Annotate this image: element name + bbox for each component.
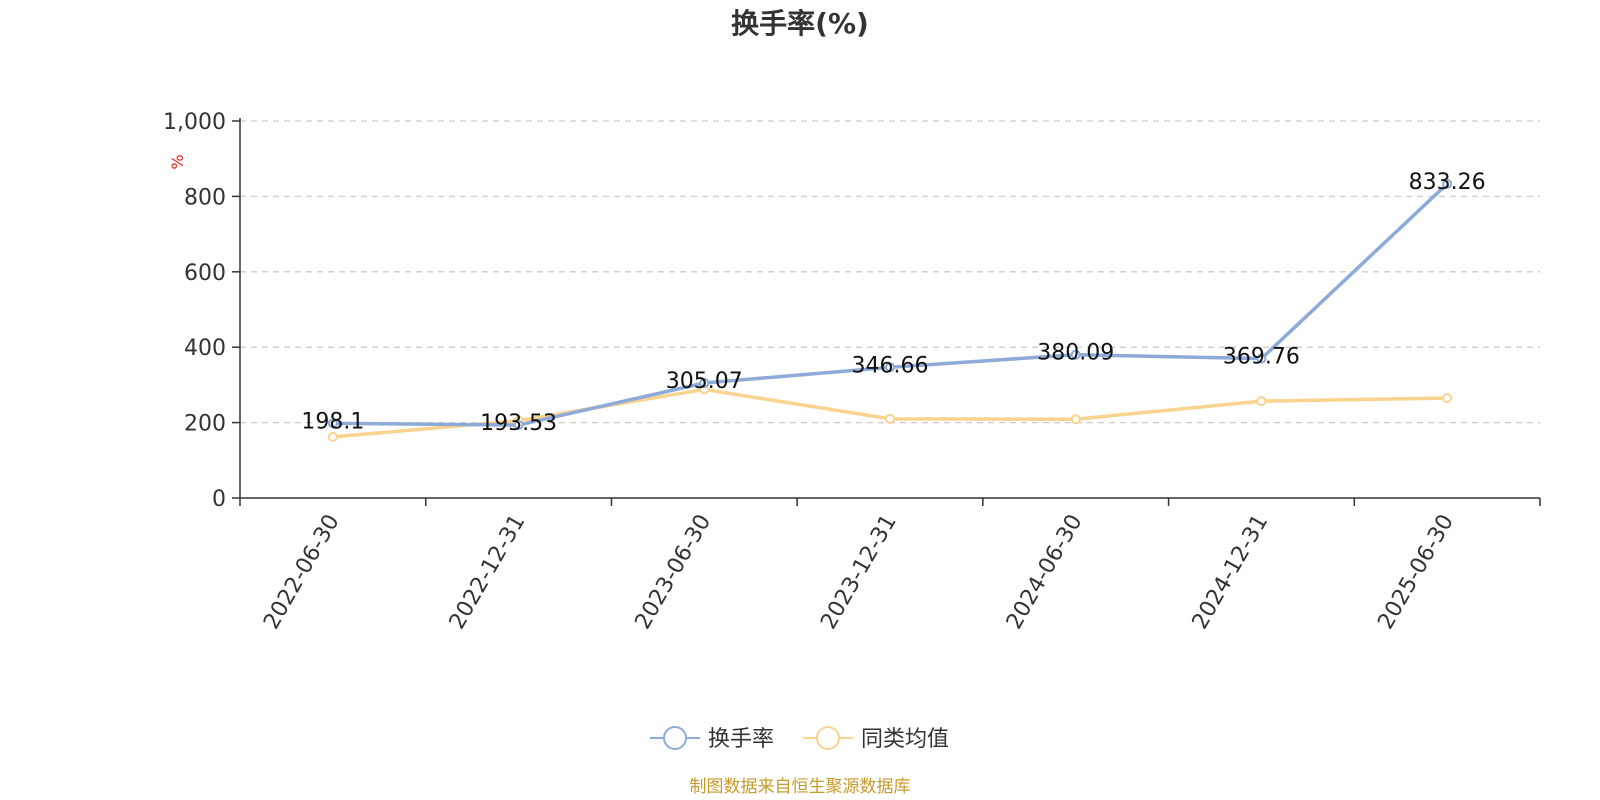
- legend-marker: [663, 726, 687, 750]
- data-point[interactable]: [1442, 178, 1453, 189]
- y-axis-ticks: 0 200 400 600 800 1,000: [163, 110, 240, 512]
- y-tick-label: 0: [212, 487, 226, 512]
- chart-title: 换手率(%): [731, 7, 869, 40]
- x-tick-label: 2023-12-31: [816, 510, 902, 633]
- data-label: 305.07: [666, 369, 743, 394]
- data-point[interactable]: [513, 420, 524, 431]
- data-label: 346.66: [852, 353, 929, 378]
- legend-item-0[interactable]: 换手率: [650, 726, 774, 752]
- data-point[interactable]: [1256, 353, 1267, 364]
- data-point[interactable]: [1070, 414, 1081, 425]
- legend-label: 换手率: [708, 727, 774, 752]
- data-label: 380.09: [1037, 341, 1114, 366]
- x-tick-label: 2024-06-30: [1002, 510, 1088, 633]
- data-label: 198.1: [301, 409, 364, 434]
- legend-item-1[interactable]: 同类均值: [803, 726, 949, 752]
- data-labels: 198.1 193.53 305.07 346.66 380.09 369.76 833.2…: [301, 170, 1485, 436]
- data-label: 369.76: [1223, 345, 1300, 370]
- series-layer: [327, 178, 1453, 442]
- data-point[interactable]: [699, 377, 710, 388]
- data-point[interactable]: [1442, 393, 1453, 404]
- y-tick-label: 400: [184, 336, 226, 361]
- y-tick-label: 600: [184, 261, 226, 286]
- x-tick-label: 2022-06-30: [259, 510, 345, 633]
- legend[interactable]: 换手率 同类均值: [650, 726, 949, 752]
- y-axis-unit: %: [168, 154, 187, 169]
- series-line-0: [332, 182, 1449, 427]
- y-tick-label: 800: [184, 185, 226, 210]
- data-point[interactable]: [885, 413, 895, 424]
- axes: [239, 118, 1540, 499]
- data-source-note: 制图数据来自恒生聚源数据库: [690, 777, 911, 797]
- y-tick-label: 200: [184, 412, 226, 437]
- data-point[interactable]: [1070, 349, 1081, 360]
- x-axis-ticks: 2022-06-30 2022-12-31 2023-06-30 2023-12-31…: [239, 498, 1541, 634]
- x-tick-label: 2022-12-31: [445, 510, 531, 633]
- x-tick-label: 2025-06-30: [1373, 510, 1459, 633]
- data-label: 833.26: [1409, 170, 1486, 195]
- x-tick-label: 2023-06-30: [631, 510, 717, 633]
- y-tick-label: 1,000: [163, 110, 226, 135]
- x-tick-label: 2024-12-31: [1188, 510, 1274, 633]
- data-point[interactable]: [885, 362, 895, 373]
- data-label: 193.53: [480, 411, 557, 436]
- data-point[interactable]: [1256, 396, 1267, 407]
- legend-label: 同类均值: [861, 727, 949, 752]
- data-point[interactable]: [327, 431, 338, 442]
- data-point[interactable]: [327, 418, 338, 429]
- legend-marker: [816, 726, 840, 750]
